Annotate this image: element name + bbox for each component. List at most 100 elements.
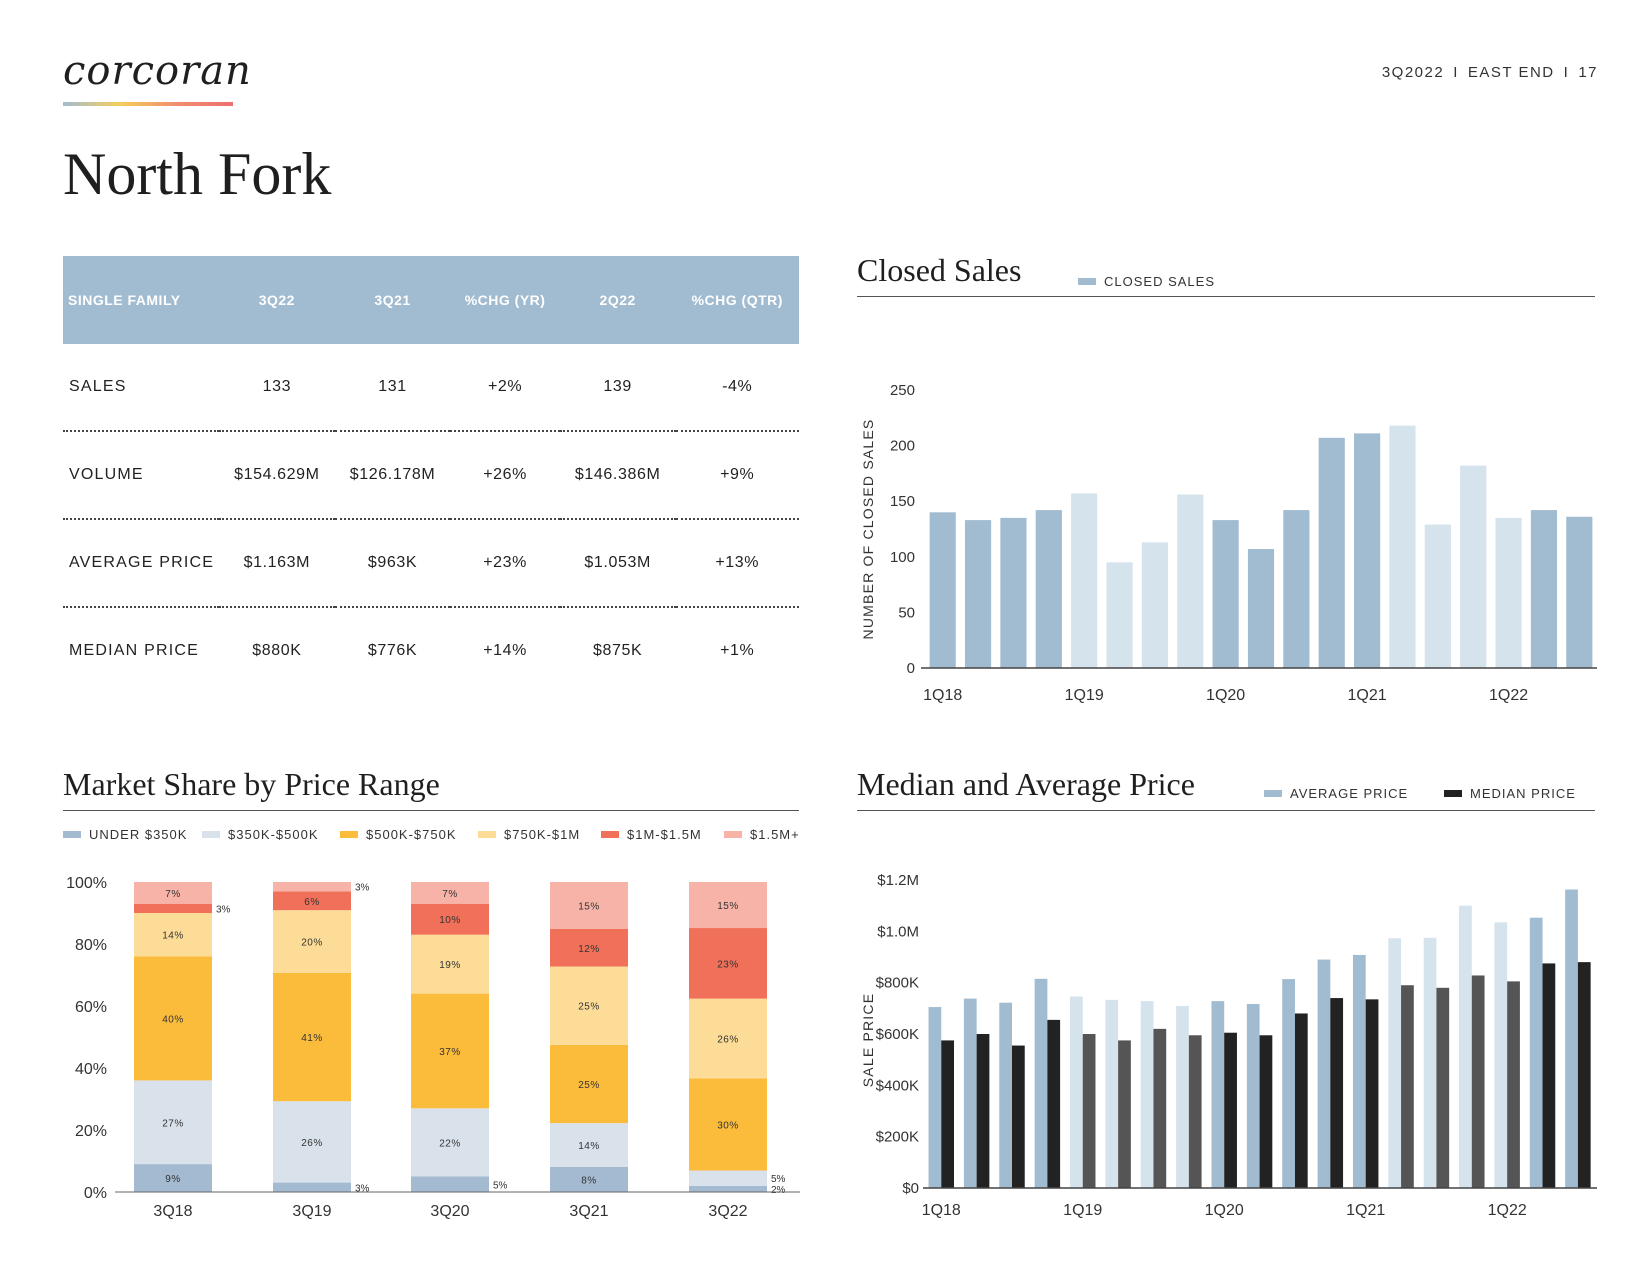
bar-segment xyxy=(134,956,212,1081)
median-price-bar xyxy=(1082,1034,1096,1188)
average-price-bar xyxy=(1352,954,1366,1188)
bar-segment xyxy=(689,1185,767,1192)
bar xyxy=(1530,510,1558,668)
bar xyxy=(1389,425,1416,668)
median-price-bar xyxy=(1153,1028,1167,1188)
bar-segment xyxy=(273,1182,351,1192)
column-header: 3Q22 xyxy=(219,256,335,344)
bar-segment xyxy=(550,966,628,1045)
bar-segment xyxy=(273,910,351,973)
table-row: SALES 133 131 +2% 139 -4% xyxy=(63,344,799,432)
average-price-bar xyxy=(1317,959,1331,1188)
segment-label: 20% xyxy=(301,937,323,948)
bar-segment xyxy=(550,1044,628,1124)
average-price-bar xyxy=(1529,917,1543,1188)
average-price-bar xyxy=(1423,937,1437,1188)
average-price-bar xyxy=(1565,889,1578,1188)
average-price-bar xyxy=(1176,1006,1189,1188)
legend-label: $500K-$750K xyxy=(366,827,457,842)
legend-350k-500k: $350K-$500K xyxy=(202,827,319,842)
average-price-bar xyxy=(1246,1003,1260,1188)
bar-segment xyxy=(550,928,628,967)
row-label: MEDIAN PRICE xyxy=(69,642,199,659)
segment-label: 14% xyxy=(162,931,184,942)
x-tick-label: 1Q21 xyxy=(1346,1202,1385,1219)
bar-segment xyxy=(134,1080,212,1165)
single-family-stats-table: SINGLE FAMILY 3Q22 3Q21 %CHG (YR) 2Q22 %… xyxy=(63,256,799,694)
y-tick-label: $800K xyxy=(876,975,919,992)
corcoran-logo: corcoran xyxy=(63,48,252,94)
header-region: EAST END xyxy=(1467,64,1555,81)
median-price-bar xyxy=(1436,987,1450,1188)
x-tick-label: 3Q21 xyxy=(569,1203,608,1220)
y-tick-label: 250 xyxy=(890,382,915,399)
bar xyxy=(1318,437,1345,668)
bar xyxy=(964,520,992,668)
median-price-bar xyxy=(1330,998,1344,1188)
legend-under-350k: UNDER $350K xyxy=(63,827,187,842)
segment-label: 40% xyxy=(162,1014,184,1025)
bar xyxy=(1177,494,1204,668)
median-average-title: Median and Average Price xyxy=(857,766,1195,802)
segment-label: 15% xyxy=(578,901,600,912)
table-cell: +23% xyxy=(450,519,560,608)
median-price-bar xyxy=(1259,1035,1273,1188)
legend-1m-15m: $1M-$1.5M xyxy=(601,827,702,842)
table-header-row: SINGLE FAMILY 3Q22 3Q21 %CHG (YR) 2Q22 %… xyxy=(63,256,799,344)
market-share-title: Market Share by Price Range xyxy=(63,766,440,802)
header-page-number: 17 xyxy=(1578,64,1598,81)
average-price-bar xyxy=(1105,999,1119,1188)
table-cell: +13% xyxy=(675,519,799,608)
median-average-chart: $0 $200K $400K $600K $800K $1.0M $1.2M SALE PRI… xyxy=(860,872,1597,1219)
segment-label: 26% xyxy=(717,1035,739,1046)
segment-label: 5% xyxy=(771,1174,786,1185)
segment-label: 9% xyxy=(165,1174,180,1185)
header-separator: I xyxy=(1563,64,1570,81)
bar xyxy=(1424,524,1451,668)
bar xyxy=(929,512,956,668)
section-rule xyxy=(857,296,1595,297)
x-tick-label: 3Q22 xyxy=(708,1203,747,1220)
legend-500k-750k: $500K-$750K xyxy=(340,827,457,842)
y-axis-label: SALE PRICE xyxy=(860,993,876,1087)
x-tick-label: 1Q21 xyxy=(1348,687,1387,704)
row-label: AVERAGE PRICE xyxy=(63,519,219,608)
column-header: 2Q22 xyxy=(559,256,676,344)
x-tick-label: 3Q19 xyxy=(292,1203,331,1220)
bar-segment xyxy=(134,913,212,957)
y-tick-label: 0% xyxy=(84,1185,107,1202)
y-tick-label: $600K xyxy=(876,1026,919,1043)
table-cell: $126.178M xyxy=(334,431,451,520)
table-cell: +1% xyxy=(720,642,755,659)
segment-label: 10% xyxy=(439,915,461,926)
bar-segment xyxy=(411,882,489,904)
average-price-bar xyxy=(1070,996,1083,1188)
bar-segment xyxy=(689,1170,767,1186)
bar-segment xyxy=(134,882,212,904)
market-share-chart: 0% 20% 40% 60% 80% 100% 9% 27% 40% 14% 3% 7% 3Q18 3% 2… xyxy=(66,875,800,1220)
average-price-bar xyxy=(1459,905,1472,1188)
x-tick-label: 1Q20 xyxy=(1206,687,1245,704)
segment-label: 6% xyxy=(304,897,319,908)
table-cell: 131 xyxy=(334,344,451,432)
section-rule xyxy=(857,810,1595,811)
x-tick-label: 1Q19 xyxy=(1063,1202,1102,1219)
bar xyxy=(1106,562,1133,668)
legend-swatch xyxy=(478,831,496,838)
table-cell: -4% xyxy=(675,344,799,432)
legend-label: AVERAGE PRICE xyxy=(1290,786,1409,801)
bar xyxy=(1460,465,1487,668)
median-price-bar xyxy=(1188,1035,1202,1188)
bar xyxy=(1071,493,1098,668)
legend-swatch xyxy=(1264,790,1282,797)
median-price-bar xyxy=(941,1040,955,1188)
header-separator: I xyxy=(1453,64,1459,81)
segment-label: 41% xyxy=(301,1033,323,1044)
segment-label: 12% xyxy=(578,944,600,955)
legend-swatch xyxy=(601,831,619,838)
legend-15m-plus: $1.5M+ xyxy=(724,827,800,842)
legend-label: MEDIAN PRICE xyxy=(1470,786,1576,801)
y-tick-label: 100 xyxy=(890,549,915,566)
segment-label: 19% xyxy=(439,960,461,971)
bar xyxy=(1566,516,1593,668)
